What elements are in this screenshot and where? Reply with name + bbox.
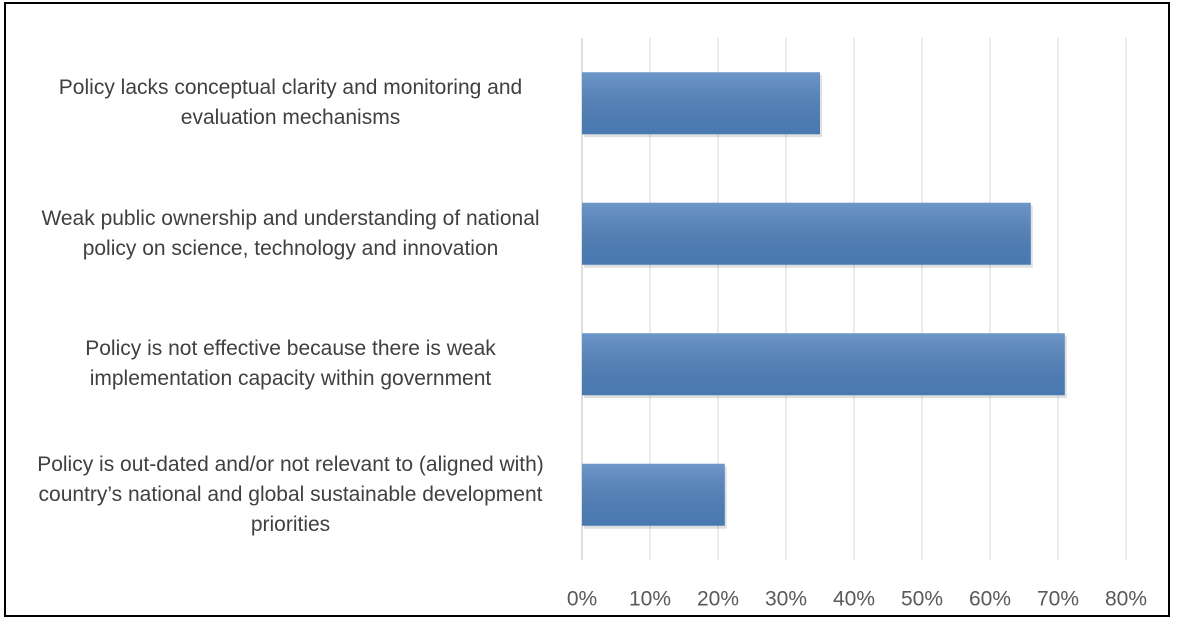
x-tick-label: 80% <box>1105 588 1147 611</box>
y-tick-label: Policy is out-dated and/or not relevant … <box>37 452 544 536</box>
x-tick-label: 0% <box>567 588 597 611</box>
bar-sheen <box>582 463 725 526</box>
bar-sheen <box>582 202 1031 265</box>
y-tick-label: Policy is not effective because there is… <box>85 337 496 391</box>
x-tick-label: 20% <box>697 588 739 611</box>
y-tick-label: Weak public ownership and understanding … <box>41 206 540 260</box>
bar-sheen <box>582 333 1065 396</box>
x-tick-label: 10% <box>629 588 671 611</box>
bar-sheen <box>582 72 820 135</box>
y-tick-label: Policy lacks conceptual clarity and moni… <box>58 76 523 130</box>
x-tick-label: 40% <box>833 588 875 611</box>
x-tick-label: 60% <box>969 588 1011 611</box>
x-tick-label: 30% <box>765 588 807 611</box>
x-tick-label: 50% <box>901 588 943 611</box>
x-tick-label: 70% <box>1037 588 1079 611</box>
